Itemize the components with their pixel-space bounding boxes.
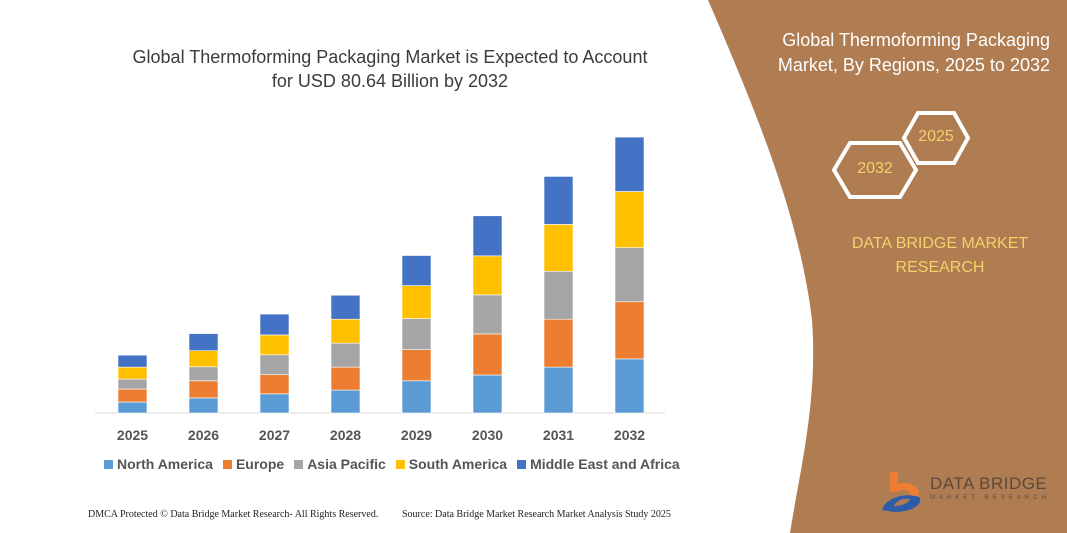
bar-2028-south-america (330, 318, 361, 344)
legend-item: Asia Pacific (294, 456, 386, 472)
bar-2030-middle-east-and-africa (472, 215, 503, 257)
legend-item: North America (104, 456, 213, 472)
bar-2025-north-america (117, 401, 148, 414)
bar-2030-north-america (472, 374, 503, 414)
bar-2028-asia-pacific (330, 342, 361, 368)
legend-swatch (517, 459, 527, 469)
x-tick-label: 2031 (543, 427, 574, 443)
bar-2028-north-america (330, 389, 361, 414)
bar-2029-south-america (401, 285, 432, 319)
bar-2025-south-america (117, 366, 148, 380)
logo-name: DATA BRIDGE (930, 474, 1048, 493)
hex-2032 (831, 141, 919, 199)
brand-text: DATA BRIDGE MARKET RESEARCH (851, 235, 1029, 276)
legend-label: Europe (235, 456, 285, 472)
legend-swatch (222, 459, 232, 469)
bar-2027-middle-east-and-africa (259, 313, 290, 336)
logo-icon (882, 472, 921, 512)
bar-2027-europe (259, 374, 290, 395)
bar-2030-europe (472, 333, 503, 376)
x-tick-label: 2026 (188, 427, 219, 443)
bar-2027-north-america (259, 393, 290, 414)
x-tick-label: 2027 (259, 427, 290, 443)
bar-2027-asia-pacific (259, 354, 290, 375)
bar-2028-middle-east-and-africa (330, 294, 361, 320)
bar-2031-asia-pacific (543, 270, 574, 320)
bar-2032-south-america (614, 191, 645, 248)
x-tick-label: 2030 (472, 427, 503, 443)
bar-2030-asia-pacific (472, 294, 503, 335)
legend-item: Middle East and Africa (517, 456, 680, 472)
hex-end-label: 2032 (857, 160, 893, 177)
bar-2028-europe (330, 366, 361, 391)
footer-source: Source: Data Bridge Market Research Mark… (402, 509, 671, 520)
bar-2029-asia-pacific (401, 318, 432, 350)
bar-2029-middle-east-and-africa (401, 255, 432, 286)
x-tick-label: 2025 (117, 427, 148, 443)
bar-2025-asia-pacific (117, 378, 148, 390)
legend-label: South America (408, 456, 508, 472)
chart-title: Global Thermoforming Packaging Market is… (132, 47, 648, 91)
bar-2032-north-america (614, 358, 645, 414)
bar-2031-middle-east-and-africa (543, 176, 574, 225)
bar-2027-south-america (259, 334, 290, 356)
side-panel-title: Global Thermoforming Packaging Market, B… (777, 30, 1050, 75)
legend-label: Asia Pacific (307, 456, 386, 472)
legend-item: South America (395, 456, 508, 472)
bar-2032-middle-east-and-africa (614, 136, 645, 192)
legend-swatch (104, 459, 113, 469)
bar-2032-asia-pacific (614, 247, 645, 303)
bar-2026-asia-pacific (188, 366, 219, 382)
legend: North America Europe Asia Pacific South Ame… (104, 456, 680, 472)
logo-subtitle: MARKET RESEARCH (930, 495, 1050, 501)
bar-2029-europe (401, 349, 432, 382)
bar-2026-north-america (188, 397, 219, 414)
legend-label: North America (117, 456, 213, 472)
hex-2025 (901, 111, 971, 165)
bar-2031-south-america (543, 224, 574, 272)
footer-copyright: DMCA Protected © Data Bridge Market Rese… (88, 509, 379, 520)
side-panel (708, 0, 1067, 533)
bar-2025-middle-east-and-africa (117, 354, 148, 368)
bar-2026-south-america (188, 350, 219, 368)
x-tick-label: 2032 (614, 427, 645, 443)
bar-2031-north-america (543, 366, 574, 414)
x-tick-label: 2028 (330, 427, 361, 443)
legend-item: Europe (222, 456, 285, 472)
bar-2026-middle-east-and-africa (188, 333, 219, 351)
x-tick-label: 2029 (401, 427, 432, 443)
legend-swatch (294, 459, 304, 469)
hex-start-label: 2025 (918, 128, 954, 145)
bar-2032-europe (614, 301, 645, 360)
bar-2029-north-america (401, 380, 432, 414)
bar-2031-europe (543, 318, 574, 368)
bar-2030-south-america (472, 255, 503, 296)
bar-2026-europe (188, 380, 219, 399)
bar-2025-europe (117, 388, 148, 403)
legend-label: Middle East and Africa (530, 456, 680, 472)
legend-swatch (395, 459, 405, 469)
